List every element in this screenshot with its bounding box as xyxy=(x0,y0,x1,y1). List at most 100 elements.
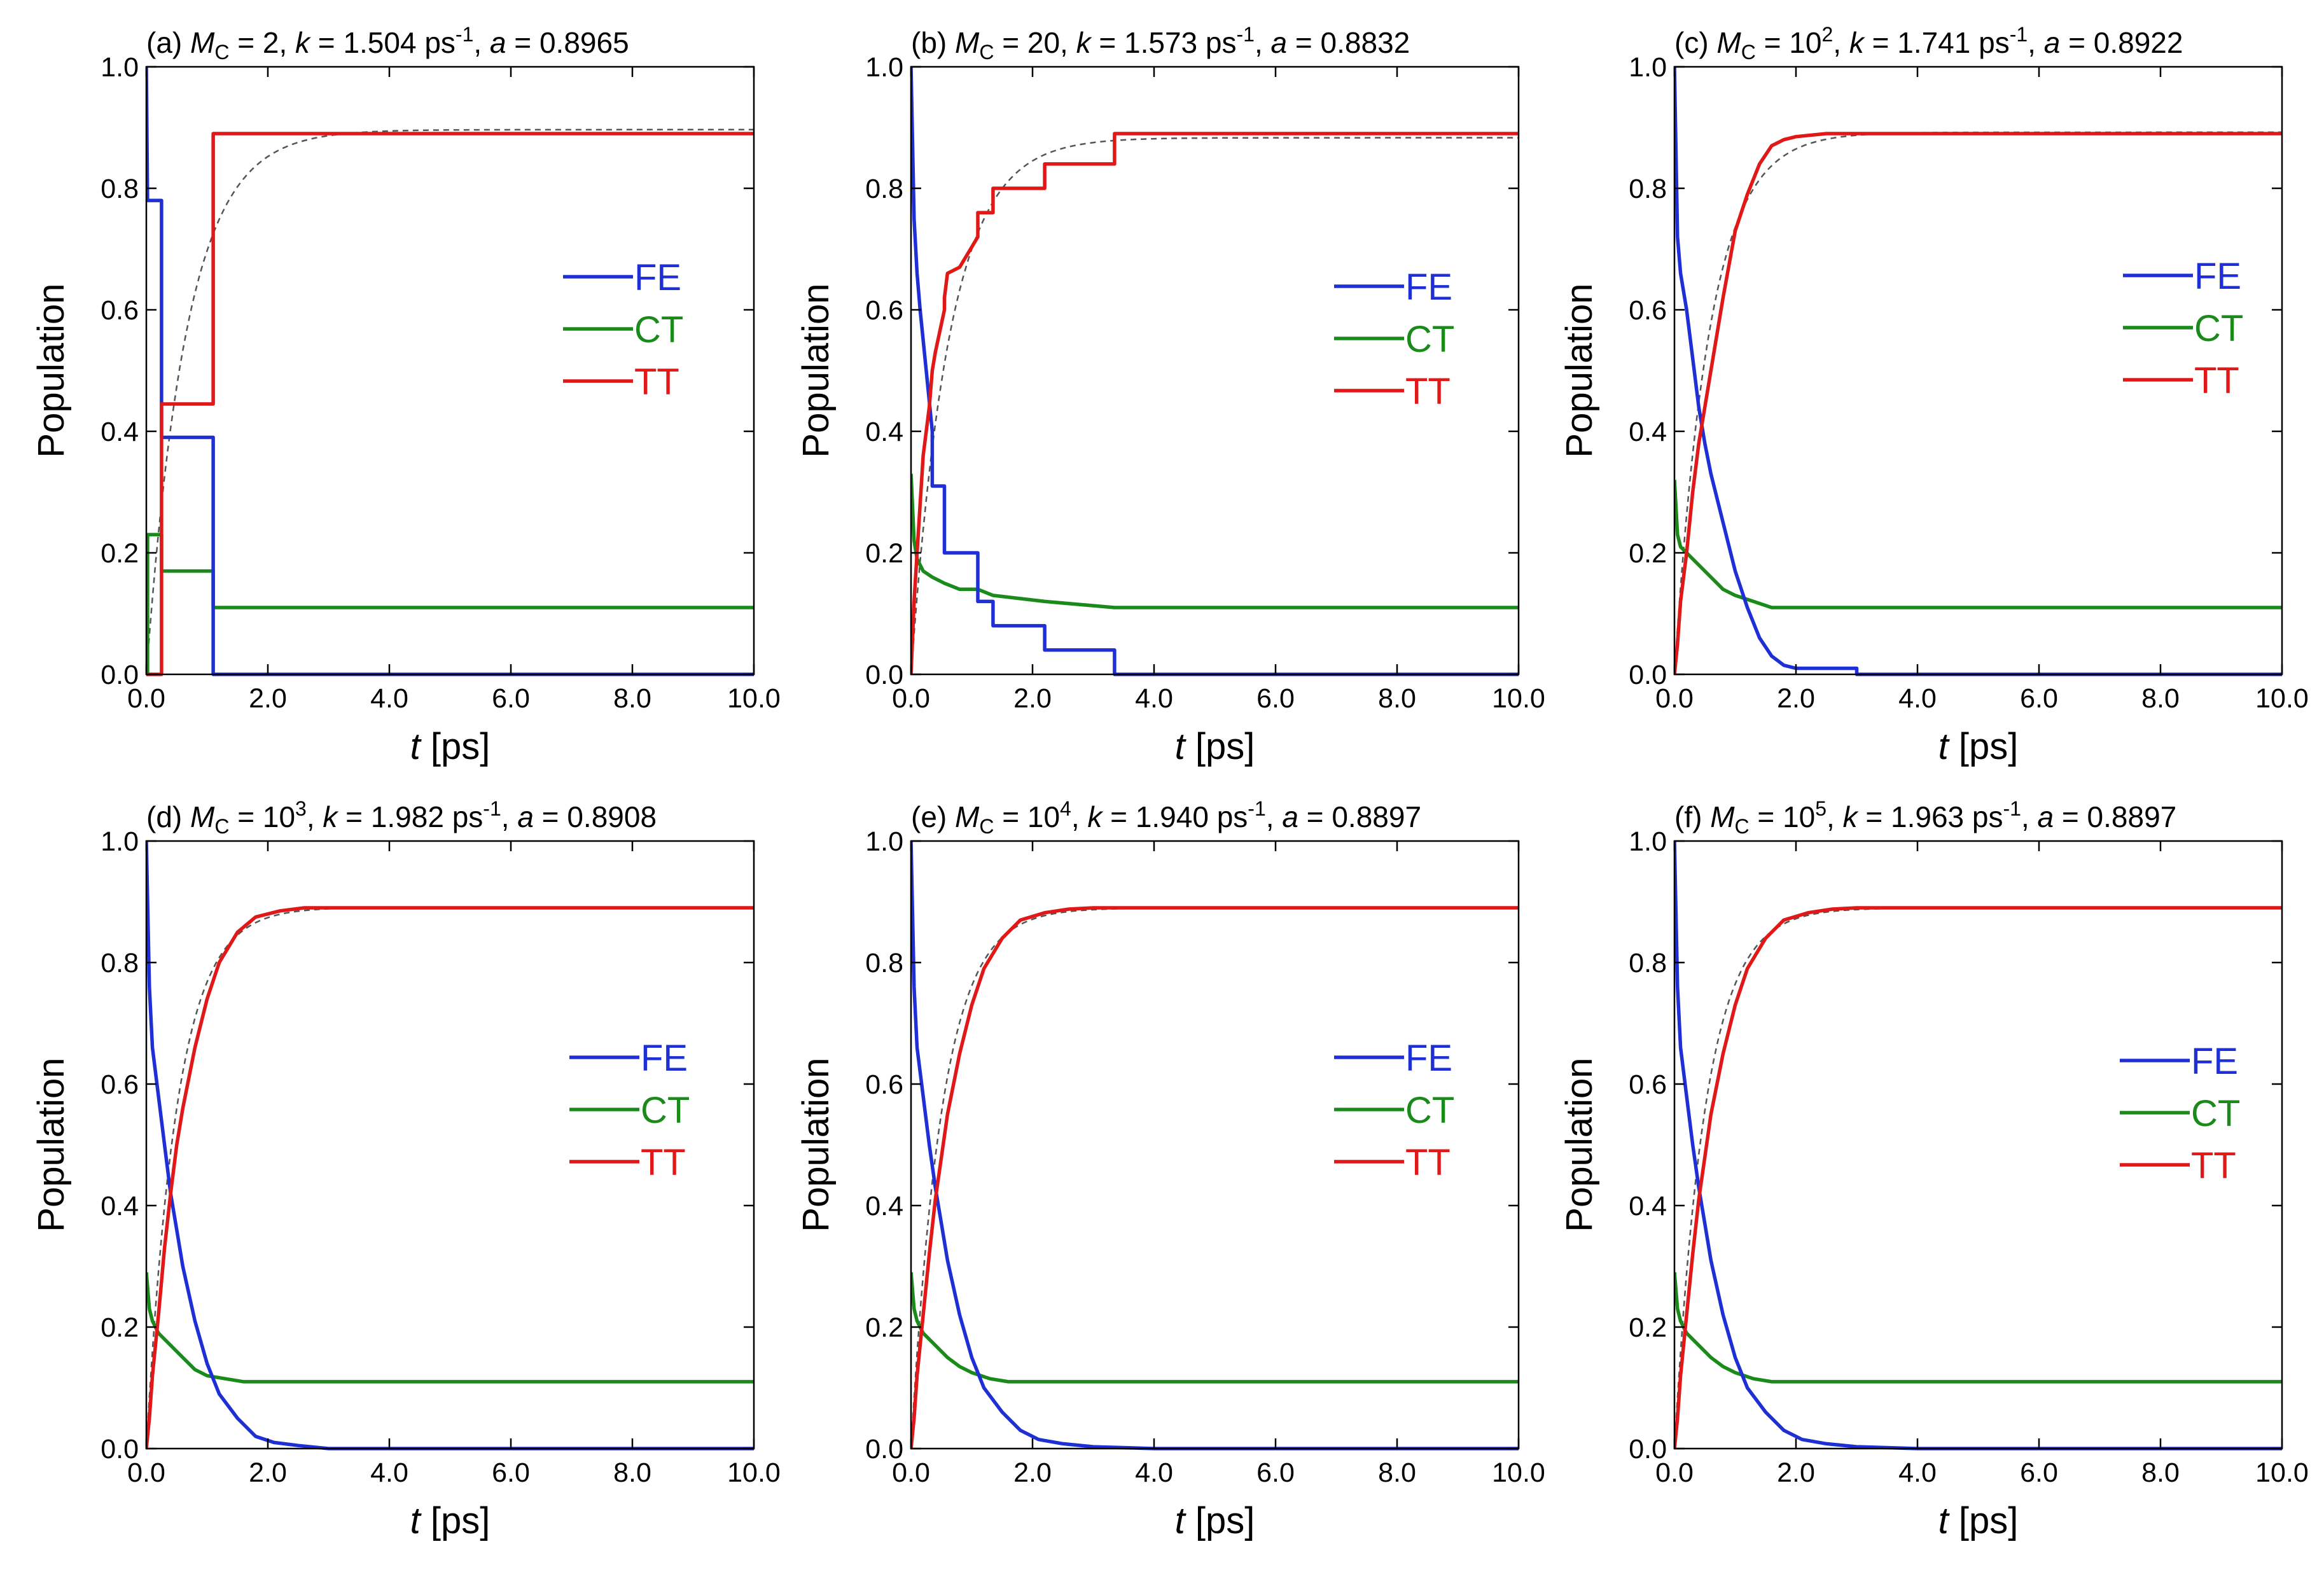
title-sep: , xyxy=(1833,26,1849,59)
title-sep2: , xyxy=(473,26,490,59)
title-mc-exponent: 3 xyxy=(295,797,307,820)
y-tick-label: 0.4 xyxy=(865,417,903,447)
title-sep: , xyxy=(1060,26,1076,59)
title-a-value: = 0.8908 xyxy=(534,800,657,833)
title-k-value: = 1.940 ps xyxy=(1102,800,1248,833)
title-k-unit-exp: -1 xyxy=(1237,23,1255,46)
y-axis-label: Population xyxy=(1559,283,1600,457)
plot-frame xyxy=(1673,840,2283,1450)
x-tick-label: 8.0 xyxy=(2141,683,2180,714)
title-k-value: = 1.963 ps xyxy=(1858,800,2003,833)
x-axis-unit: [ps] xyxy=(1185,726,1255,767)
title-k-unit-exp: -1 xyxy=(456,23,473,46)
x-tick-label: 4.0 xyxy=(1898,683,1937,714)
x-axis-unit: [ps] xyxy=(1949,726,2019,767)
title-mc-subscript: C xyxy=(214,41,229,64)
series-fe-line xyxy=(911,840,1519,1450)
plot-frame xyxy=(1673,66,2283,676)
legend-label-ct: CT xyxy=(2194,308,2243,349)
y-tick-label: 0.4 xyxy=(1629,1191,1667,1221)
x-axis-unit: [ps] xyxy=(421,1500,491,1541)
x-tick-label: 8.0 xyxy=(1378,1457,1416,1488)
title-sep: , xyxy=(1826,800,1843,833)
title-mc-exponent: 2 xyxy=(1821,23,1833,46)
x-tick-label: 0.0 xyxy=(127,1457,165,1488)
legend-label-fe: FE xyxy=(641,1038,688,1079)
plot-frame xyxy=(910,840,1520,1450)
x-tick-label: 0.0 xyxy=(1655,1457,1694,1488)
title-mc-symbol: M xyxy=(955,800,980,833)
title-tag: (e) xyxy=(911,800,955,833)
y-tick-label: 0.6 xyxy=(865,295,903,326)
x-tick-label: 10.0 xyxy=(2255,683,2309,714)
x-tick-label: 6.0 xyxy=(1256,683,1295,714)
x-tick-label: 2.0 xyxy=(1013,1457,1052,1488)
series-fe-line xyxy=(146,840,754,1450)
x-tick-label: 10.0 xyxy=(1492,683,1545,714)
title-a-symbol: a xyxy=(490,26,506,59)
title-k-symbol: k xyxy=(323,800,338,833)
series-tt-line xyxy=(146,906,754,1449)
title-mc-subscript: C xyxy=(214,815,229,838)
title-mc-value: = 10 xyxy=(1756,26,1822,59)
title-a-value: = 0.8832 xyxy=(1287,26,1410,59)
y-tick-label: 0.6 xyxy=(865,1069,903,1100)
series-ct-line xyxy=(146,532,754,676)
title-a-value: = 0.8965 xyxy=(506,26,629,59)
x-tick-label: 10.0 xyxy=(2255,1457,2309,1488)
series-ct-line xyxy=(911,473,1519,609)
y-tick-label: 0.4 xyxy=(1629,417,1667,447)
x-tick-label: 4.0 xyxy=(1135,683,1173,714)
y-tick-label: 0.2 xyxy=(1629,1312,1667,1343)
legend-label-tt: TT xyxy=(634,361,679,403)
x-tick-label: 6.0 xyxy=(2020,1457,2058,1488)
series-fe-line xyxy=(1674,840,2282,1450)
legend-label-tt: TT xyxy=(2194,360,2239,401)
x-tick-label: 10.0 xyxy=(1492,1457,1545,1488)
x-axis-label: t [ps] xyxy=(1175,726,1255,767)
panel-title: (a) MC = 2, k = 1.504 ps-1, a = 0.8965 xyxy=(146,23,629,64)
plot-frame xyxy=(145,66,755,676)
x-tick-label: 8.0 xyxy=(613,683,651,714)
x-axis-var: t xyxy=(1175,1500,1187,1541)
y-tick-label: 0.8 xyxy=(101,174,139,204)
x-tick-label: 10.0 xyxy=(727,683,781,714)
title-sep2: , xyxy=(1266,800,1283,833)
title-k-symbol: k xyxy=(1843,800,1859,833)
y-tick-label: 0.8 xyxy=(101,948,139,978)
title-mc-symbol: M xyxy=(190,800,215,833)
x-tick-label: 0.0 xyxy=(892,1457,930,1488)
title-a-symbol: a xyxy=(1282,800,1298,833)
y-tick-label: 0.8 xyxy=(1629,948,1667,978)
legend-label-tt: TT xyxy=(1405,1142,1451,1183)
title-k-unit-exp: -1 xyxy=(2010,23,2028,46)
title-a-value: = 0.8922 xyxy=(2060,26,2183,59)
x-tick-label: 6.0 xyxy=(492,683,530,714)
title-a-value: = 0.8897 xyxy=(2054,800,2176,833)
legend-label-ct: CT xyxy=(1405,319,1454,360)
x-axis-label: t [ps] xyxy=(1938,726,2019,767)
series-tt-line xyxy=(911,906,1519,1449)
x-tick-label: 0.0 xyxy=(1655,683,1694,714)
title-k-symbol: k xyxy=(1849,26,1865,59)
y-axis-label: Population xyxy=(31,283,72,457)
y-tick-label: 0.2 xyxy=(101,538,139,569)
x-tick-label: 6.0 xyxy=(2020,683,2058,714)
x-axis-unit: [ps] xyxy=(1949,1500,2019,1541)
title-tag: (f) xyxy=(1674,800,1710,833)
title-mc-symbol: M xyxy=(1710,800,1735,833)
panel-title: (e) MC = 104, k = 1.940 ps-1, a = 0.8897 xyxy=(911,797,1421,838)
title-sep: , xyxy=(1071,800,1088,833)
title-k-unit-exp: -1 xyxy=(2003,797,2021,820)
series-ct-line xyxy=(1674,480,2282,609)
x-tick-label: 4.0 xyxy=(1898,1457,1937,1488)
panel-c: 0.0 0.2 0.4 0.6 0.8 1.0 0.0 2.0 4.0 6.0 8.0 10.0 t [… xyxy=(1559,23,2309,767)
title-mc-value: = 2 xyxy=(229,26,279,59)
panel-title: (d) MC = 103, k = 1.982 ps-1, a = 0.8908 xyxy=(146,797,657,838)
legend-label-ct: CT xyxy=(2191,1093,2240,1134)
plot-frame xyxy=(910,66,1520,676)
y-tick-label: 1.0 xyxy=(101,52,139,83)
fit-curve xyxy=(146,129,754,675)
x-tick-label: 4.0 xyxy=(1135,1457,1173,1488)
